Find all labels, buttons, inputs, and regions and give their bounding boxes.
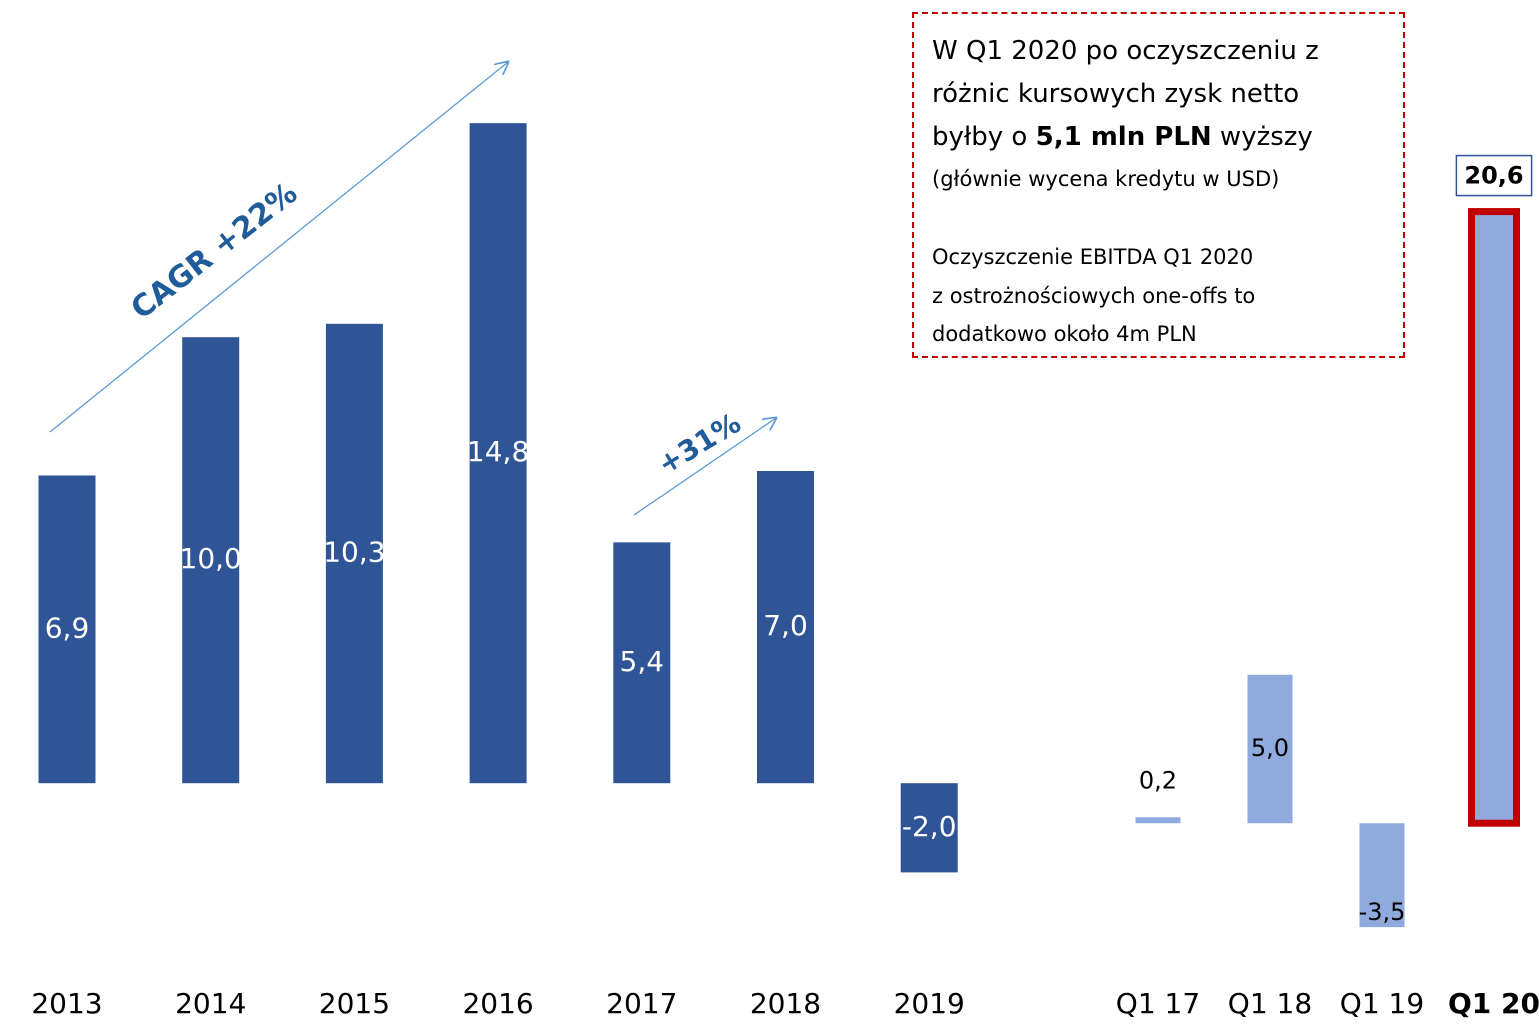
x-tick-label: Q1 19	[1340, 987, 1424, 1020]
note-line: Oczyszczenie EBITDA Q1 2020	[932, 237, 1403, 277]
note-line: byłby o 5,1 mln PLN wyższy	[932, 116, 1403, 159]
note-text: byłby o	[932, 122, 1036, 152]
x-tick-label: Q1 20	[1448, 987, 1539, 1020]
label-box	[1455, 154, 1533, 197]
x-tick-label: 2013	[31, 987, 102, 1020]
bar	[900, 783, 958, 873]
bar	[469, 123, 527, 784]
x-tick-label: Q1 17	[1116, 987, 1200, 1020]
bar	[1135, 817, 1181, 824]
data-label: 10,0	[180, 542, 242, 575]
x-tick-label: 2017	[606, 987, 677, 1020]
bar	[757, 471, 814, 784]
bar	[38, 475, 96, 784]
note-line: (głównie wycena kredytu w USD)	[932, 159, 1403, 199]
data-label: -2,0	[902, 810, 957, 843]
bar	[182, 337, 240, 784]
note-text: różnic kursowych zysk netto	[932, 79, 1300, 109]
data-label: 10,3	[323, 536, 385, 569]
x-tick-label: 2014	[175, 987, 246, 1020]
arrow	[633, 418, 776, 516]
note-line: różnic kursowych zysk netto	[932, 73, 1403, 116]
bar	[325, 323, 383, 784]
note-text: z ostrożnościowych one-offs to	[932, 284, 1256, 308]
arrow	[49, 62, 508, 433]
note-line: W Q1 2020 po oczyszczeniu z	[932, 30, 1403, 73]
bar	[1359, 823, 1405, 928]
data-label: 7,0	[763, 609, 808, 642]
x-tick-label: Q1 18	[1228, 987, 1312, 1020]
bar	[613, 542, 671, 784]
note-line: dodatkowo około 4m PLN	[932, 315, 1403, 353]
note-text: W Q1 2020 po oczyszczeniu z	[932, 36, 1319, 66]
x-tick-label: 2018	[750, 987, 821, 1020]
note-text: 5,1 mln PLN	[1035, 122, 1212, 152]
x-tick-label: 2015	[319, 987, 390, 1020]
data-label: 0,2	[1139, 766, 1177, 794]
note-text: (głównie wycena kredytu w USD)	[932, 167, 1280, 191]
bar	[1468, 208, 1520, 827]
x-tick-label: 2016	[462, 987, 533, 1020]
data-label: 20,6	[1464, 162, 1523, 190]
data-label: 5,4	[620, 645, 665, 678]
note-box: W Q1 2020 po oczyszczeniu z różnic kursow…	[912, 12, 1405, 358]
data-label: 5,0	[1251, 734, 1289, 762]
data-label: 14,8	[467, 435, 529, 468]
x-tick-label: 2019	[894, 987, 965, 1020]
note-text: wyższy	[1211, 122, 1313, 152]
note-text: dodatkowo około 4m PLN	[932, 322, 1197, 346]
note-text: Oczyszczenie EBITDA Q1 2020	[932, 245, 1254, 269]
bar	[1247, 674, 1293, 824]
note-line: z ostrożnościowych one-offs to	[932, 277, 1403, 315]
annotation: CAGR +22%	[125, 176, 304, 327]
data-label: 6,9	[45, 611, 90, 644]
data-label: -3,5	[1359, 898, 1406, 926]
